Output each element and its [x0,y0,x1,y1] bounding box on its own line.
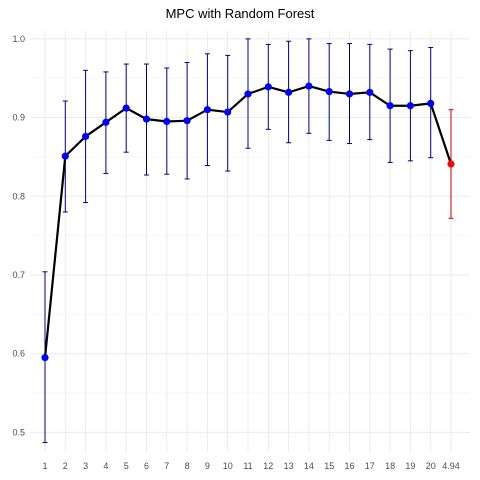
data-point [163,117,171,126]
data-point [61,152,69,160]
grid-layer [30,31,470,452]
x-tick-label: 18 [385,461,395,471]
data-point [325,87,333,96]
x-tick-label: 15 [324,461,334,471]
x-tick-label: 13 [284,461,294,471]
data-point [345,90,354,98]
x-tick-label: 7 [164,461,169,471]
x-tick-label: 6 [144,461,149,471]
x-tick-label: 11 [243,461,252,471]
x-tick-label: 4.94 [442,461,460,471]
x-tick-label: 19 [405,461,415,471]
data-point [244,90,252,98]
data-point [427,99,435,107]
data-point [102,118,110,126]
y-tick-label: 0.8 [12,191,25,201]
y-tick-label: 1.0 [12,34,25,44]
x-tick-label: 16 [344,461,354,471]
point-layer [41,82,455,362]
tick-label-layer: 0.50.60.70.80.91.01 2 3 4 5 6 7 8 9 10 11 12 13 14 15 1… [12,34,459,471]
data-point [406,102,414,110]
x-tick-label: 3 [83,461,88,471]
x-tick-label: 12 [263,461,273,471]
x-tick-label: 5 [124,461,129,471]
data-point [264,83,272,91]
x-tick-label: 17 [365,461,375,471]
data-point [183,117,191,125]
chart-title: MPC with Random Forest [166,6,315,21]
y-tick-label: 0.5 [12,427,25,437]
data-point [285,88,293,96]
x-tick-label: 9 [205,461,210,471]
y-tick-label: 0.9 [12,113,25,123]
data-point [142,115,151,123]
highlight-data-point [447,160,455,168]
data-point [386,102,394,110]
x-tick-label: 8 [185,461,190,471]
x-tick-label: 10 [223,461,233,471]
data-point [82,132,90,141]
x-tick-label: 14 [304,461,314,471]
x-tick-label: 2 [63,461,68,471]
x-tick-label: 4 [103,461,108,471]
x-tick-label: 20 [426,461,436,471]
data-point [122,104,130,112]
data-point [41,353,49,362]
data-point [224,108,232,116]
y-tick-label: 0.7 [12,270,25,280]
y-tick-label: 0.6 [12,349,25,359]
data-point [366,88,374,96]
data-point [203,106,211,114]
x-tick-label: 1 [42,461,47,471]
data-point [305,82,313,90]
